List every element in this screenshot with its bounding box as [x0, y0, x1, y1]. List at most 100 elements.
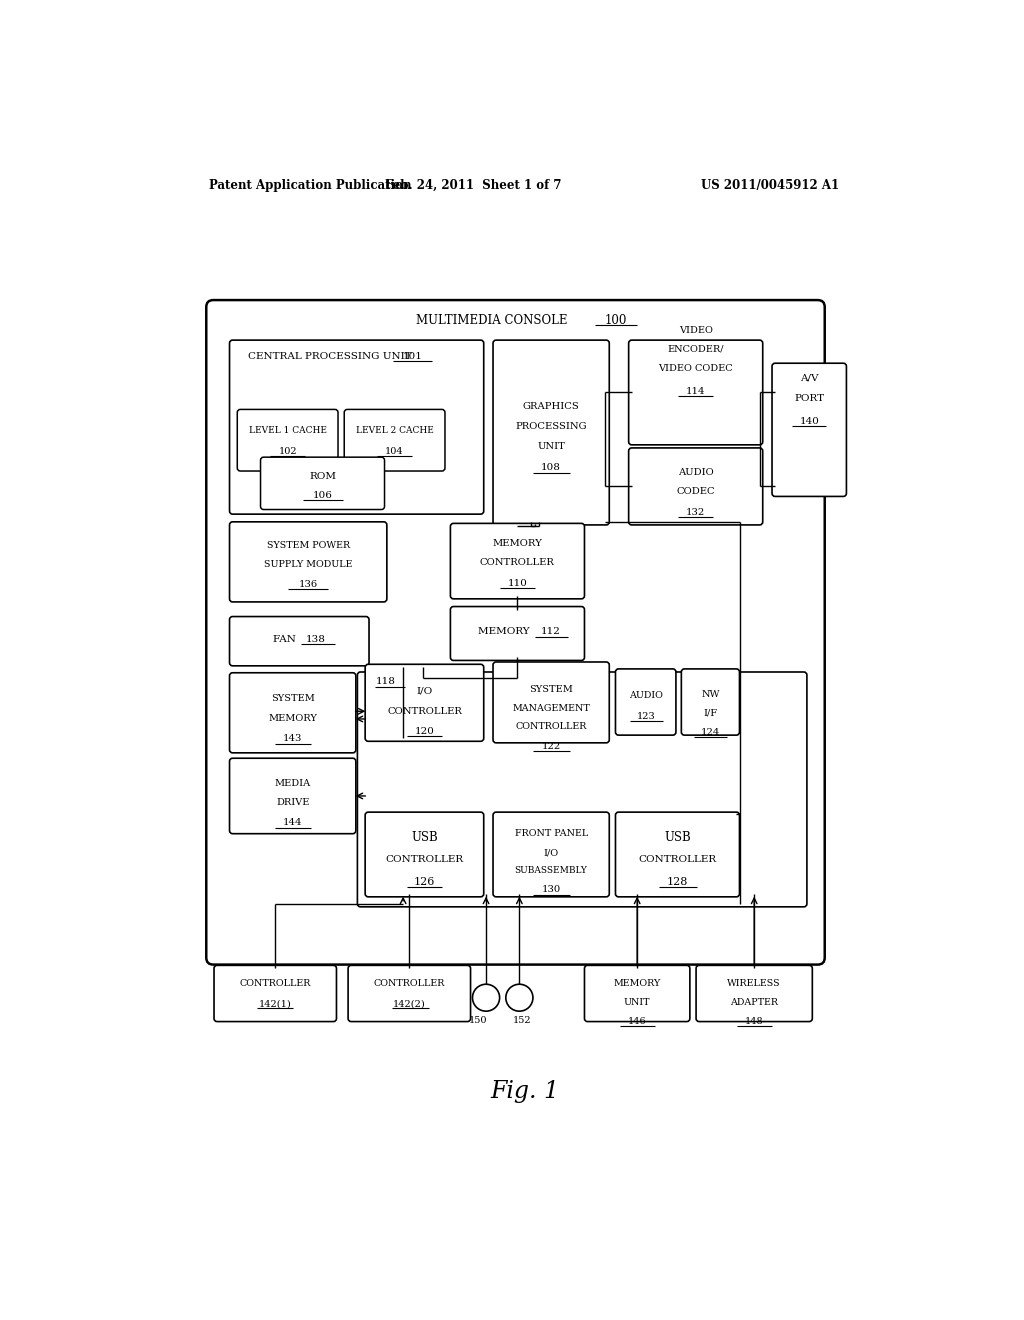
Text: VIDEO: VIDEO: [679, 326, 713, 334]
Text: CONTROLLER: CONTROLLER: [480, 558, 555, 568]
FancyBboxPatch shape: [366, 664, 483, 742]
FancyBboxPatch shape: [629, 447, 763, 525]
Text: MEMORY: MEMORY: [268, 714, 317, 722]
Text: SUPPLY MODULE: SUPPLY MODULE: [264, 560, 352, 569]
FancyBboxPatch shape: [206, 300, 824, 965]
FancyBboxPatch shape: [229, 616, 369, 665]
Text: 114: 114: [686, 387, 706, 396]
Text: 108: 108: [542, 463, 561, 473]
Text: WIRELESS: WIRELESS: [727, 979, 781, 989]
Text: SYSTEM: SYSTEM: [270, 694, 314, 704]
Text: 126: 126: [414, 878, 435, 887]
Text: NW: NW: [701, 690, 720, 698]
FancyBboxPatch shape: [585, 965, 690, 1022]
Text: Fig. 1: Fig. 1: [490, 1080, 559, 1104]
FancyBboxPatch shape: [229, 341, 483, 515]
Text: 130: 130: [542, 886, 561, 895]
FancyBboxPatch shape: [238, 409, 338, 471]
Text: MULTIMEDIA CONSOLE: MULTIMEDIA CONSOLE: [416, 314, 571, 326]
Text: USB: USB: [665, 832, 691, 843]
Text: SUBASSEMBLY: SUBASSEMBLY: [515, 866, 588, 875]
Text: 112: 112: [542, 627, 561, 636]
FancyBboxPatch shape: [451, 524, 585, 599]
Text: MEMORY: MEMORY: [613, 979, 660, 989]
FancyBboxPatch shape: [772, 363, 847, 496]
FancyBboxPatch shape: [344, 409, 445, 471]
Text: CONTROLLER: CONTROLLER: [387, 706, 462, 715]
Text: 146: 146: [628, 1018, 646, 1026]
Text: 104: 104: [385, 447, 403, 457]
Text: CONTROLLER: CONTROLLER: [638, 854, 717, 863]
Text: 144: 144: [283, 818, 302, 828]
Text: CONTROLLER: CONTROLLER: [515, 722, 587, 731]
Text: A/V: A/V: [800, 374, 818, 383]
Text: 142(1): 142(1): [259, 999, 292, 1008]
FancyBboxPatch shape: [615, 669, 676, 735]
FancyBboxPatch shape: [629, 341, 763, 445]
Text: FAN: FAN: [273, 635, 299, 644]
Text: Feb. 24, 2011  Sheet 1 of 7: Feb. 24, 2011 Sheet 1 of 7: [385, 178, 561, 191]
Text: GRAPHICS: GRAPHICS: [523, 401, 580, 411]
Text: ENCODER/: ENCODER/: [668, 345, 724, 354]
Text: 152: 152: [513, 1016, 531, 1026]
Text: 120: 120: [415, 727, 434, 735]
Text: UNIT: UNIT: [624, 998, 650, 1007]
Text: VIDEO CODEC: VIDEO CODEC: [658, 364, 733, 374]
FancyBboxPatch shape: [493, 341, 609, 525]
Text: 106: 106: [312, 491, 333, 500]
Text: LEVEL 2 CACHE: LEVEL 2 CACHE: [355, 426, 433, 434]
Text: I/O: I/O: [417, 686, 432, 696]
Text: I/F: I/F: [703, 709, 718, 717]
FancyBboxPatch shape: [366, 812, 483, 896]
Text: MANAGEMENT: MANAGEMENT: [512, 705, 590, 713]
Text: 136: 136: [299, 579, 317, 589]
FancyBboxPatch shape: [615, 812, 739, 896]
Text: CENTRAL PROCESSING UNIT: CENTRAL PROCESSING UNIT: [248, 352, 415, 360]
Text: 110: 110: [508, 579, 527, 587]
Text: PROCESSING: PROCESSING: [515, 422, 587, 430]
Text: ROM: ROM: [309, 473, 336, 480]
Text: 143: 143: [283, 734, 302, 743]
Text: Patent Application Publication: Patent Application Publication: [209, 178, 412, 191]
Circle shape: [506, 985, 532, 1011]
FancyBboxPatch shape: [260, 457, 385, 510]
Text: SYSTEM POWER: SYSTEM POWER: [266, 541, 350, 550]
Text: I/O: I/O: [544, 849, 559, 858]
Text: AUDIO: AUDIO: [629, 692, 663, 701]
Text: 102: 102: [279, 447, 297, 457]
FancyBboxPatch shape: [357, 672, 807, 907]
Text: CONTROLLER: CONTROLLER: [374, 979, 445, 989]
Text: UNIT: UNIT: [538, 442, 565, 451]
Text: 128: 128: [667, 878, 688, 887]
Text: MEMORY: MEMORY: [478, 627, 532, 636]
FancyBboxPatch shape: [696, 965, 812, 1022]
FancyBboxPatch shape: [348, 965, 471, 1022]
FancyBboxPatch shape: [229, 673, 356, 752]
FancyBboxPatch shape: [681, 669, 739, 735]
Text: 101: 101: [402, 352, 422, 360]
Text: PORT: PORT: [795, 395, 824, 403]
Text: LEVEL 1 CACHE: LEVEL 1 CACHE: [249, 426, 327, 434]
Text: USB: USB: [411, 832, 438, 843]
Text: ADAPTER: ADAPTER: [730, 998, 778, 1007]
Text: 148: 148: [744, 1018, 764, 1026]
FancyBboxPatch shape: [214, 965, 337, 1022]
FancyBboxPatch shape: [229, 758, 356, 834]
FancyBboxPatch shape: [493, 663, 609, 743]
FancyBboxPatch shape: [493, 812, 609, 896]
Text: 140: 140: [800, 417, 819, 426]
Text: AUDIO: AUDIO: [678, 469, 714, 477]
Text: 118: 118: [376, 677, 396, 686]
Text: 142(2): 142(2): [393, 999, 426, 1008]
Text: 123: 123: [636, 713, 655, 721]
Text: CODEC: CODEC: [677, 487, 715, 496]
Text: US 2011/0045912 A1: US 2011/0045912 A1: [701, 178, 840, 191]
Text: MEDIA: MEDIA: [274, 779, 310, 788]
Circle shape: [472, 985, 500, 1011]
Text: 138: 138: [305, 635, 326, 644]
Text: MEMORY: MEMORY: [493, 539, 543, 548]
Text: 132: 132: [686, 508, 706, 517]
Text: CONTROLLER: CONTROLLER: [240, 979, 311, 989]
Text: CONTROLLER: CONTROLLER: [385, 854, 464, 863]
FancyBboxPatch shape: [451, 607, 585, 660]
